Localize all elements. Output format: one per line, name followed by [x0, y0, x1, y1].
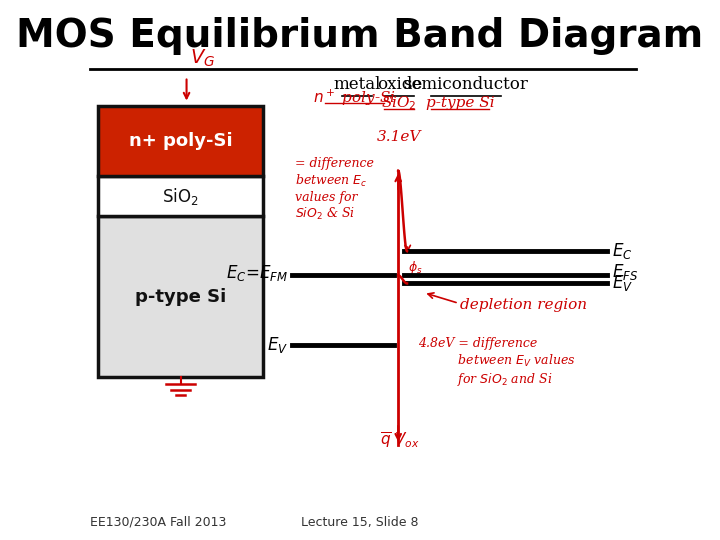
Text: semiconductor: semiconductor: [403, 76, 528, 93]
Text: Lecture 15, Slide 8: Lecture 15, Slide 8: [301, 516, 419, 529]
Text: p-type Si: p-type Si: [135, 288, 226, 306]
Bar: [99, 217, 263, 377]
Text: $\phi_s$: $\phi_s$: [408, 259, 423, 276]
Text: n+ poly-Si: n+ poly-Si: [129, 132, 233, 150]
Text: depletion region: depletion region: [460, 298, 587, 312]
Bar: [99, 106, 263, 176]
Text: $E_C$: $E_C$: [612, 241, 632, 261]
Text: 3.1eV: 3.1eV: [377, 130, 420, 144]
Text: = difference
between $E_c$
values for
$SiO_2$ & Si: = difference between $E_c$ values for $S…: [295, 157, 374, 222]
Bar: [99, 176, 263, 217]
Text: oxide: oxide: [377, 76, 422, 93]
Text: SiO$_2$: SiO$_2$: [162, 186, 199, 207]
Text: EE130/230A Fall 2013: EE130/230A Fall 2013: [89, 516, 226, 529]
Text: metal: metal: [333, 76, 381, 93]
Text: 4.8eV = difference
          between $E_V$ values
          for $SiO_2$ and Si: 4.8eV = difference between $E_V$ values …: [418, 337, 575, 388]
Text: $V_G$: $V_G$: [190, 47, 215, 69]
Text: SiO$_2$: SiO$_2$: [381, 94, 417, 112]
Text: $E_V$: $E_V$: [612, 273, 633, 293]
Text: $E_{FS}$: $E_{FS}$: [612, 262, 638, 282]
Text: MOS Equilibrium Band Diagram: MOS Equilibrium Band Diagram: [17, 17, 703, 55]
Text: $E_C$=$E_{FM}$: $E_C$=$E_{FM}$: [225, 262, 288, 282]
Text: $\overline{q}$ $V_{ox}$: $\overline{q}$ $V_{ox}$: [380, 431, 420, 451]
Text: $n^+$ poly-Si: $n^+$ poly-Si: [312, 88, 395, 108]
Text: $E_V$: $E_V$: [266, 335, 288, 355]
Text: p-type Si: p-type Si: [426, 97, 494, 111]
